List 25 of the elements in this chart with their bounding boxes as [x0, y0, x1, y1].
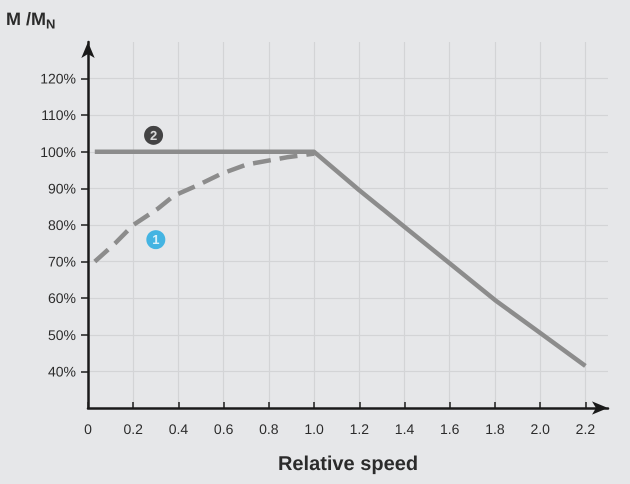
x-tick-label: 0.6: [214, 421, 234, 437]
x-tick-label: 0.4: [168, 421, 188, 437]
x-tick-label: 2.2: [576, 421, 596, 437]
y-tick-label: 40%: [48, 363, 76, 380]
x-axis-title: Relative speed: [278, 453, 418, 475]
x-tick-label: 1.4: [394, 421, 414, 437]
x-tick-label: 1.6: [440, 421, 460, 437]
annotation: 2: [150, 128, 158, 143]
line-series: [92, 150, 588, 368]
y-tick-label: 100%: [40, 144, 76, 160]
y-tick-label: 80%: [48, 217, 76, 233]
y-tick-label: 50%: [48, 326, 76, 343]
y-tick-label: 110%: [41, 107, 76, 124]
x-tick-label: 0.2: [123, 421, 144, 437]
x-tick-label: 1.2: [350, 421, 370, 437]
x-tick-label: 1.8: [485, 421, 505, 437]
y-tick-label: 120%: [40, 70, 76, 87]
x-tick-label: 0.8: [259, 421, 279, 437]
annotation: 1: [152, 232, 160, 248]
y-tick-label: 70%: [48, 254, 76, 270]
x-tick-label: 1.0: [304, 421, 324, 437]
x-tick-label: 2.0: [530, 421, 550, 437]
x-tick-label: 0: [84, 421, 92, 437]
y-tick-label: 60%: [48, 290, 76, 306]
y-tick-label: 90%: [48, 180, 76, 196]
